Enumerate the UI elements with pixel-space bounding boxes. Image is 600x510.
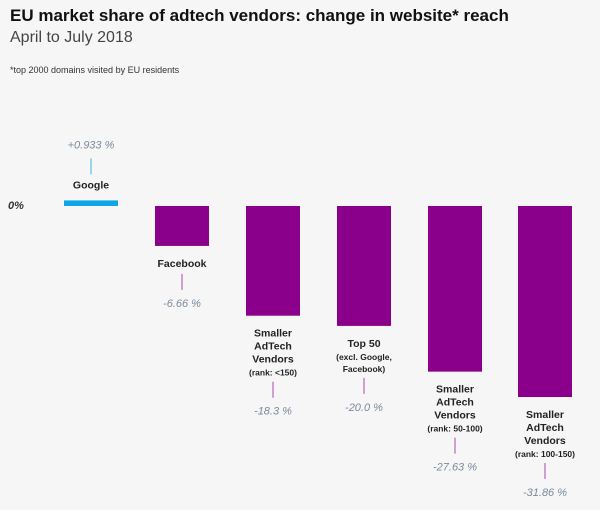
category-label-line: AdTech xyxy=(526,422,564,434)
category-label-line: Top 50 xyxy=(347,338,380,350)
category-label-line: (rank: 100-150) xyxy=(515,449,575,459)
category-label-line: (excl. Google, xyxy=(336,352,392,362)
category-label-line: AdTech xyxy=(436,397,474,409)
bar-2 xyxy=(246,206,300,316)
bar-4 xyxy=(428,206,482,372)
value-label-2: -18.3 % xyxy=(254,406,292,418)
zero-axis-label: 0% xyxy=(8,200,24,212)
category-label-line: Facebook xyxy=(157,258,206,270)
category-label-line: AdTech xyxy=(254,341,292,353)
category-label-line: Vendors xyxy=(434,410,476,422)
category-label-line: (rank: 50-100) xyxy=(427,424,482,434)
bar-5 xyxy=(518,206,572,397)
category-label-line: Facebook) xyxy=(343,364,386,374)
value-label-1: -6.66 % xyxy=(163,298,201,310)
category-label-1: Facebook xyxy=(157,258,206,270)
bar-3 xyxy=(337,206,391,326)
category-label-line: Vendors xyxy=(524,435,566,447)
category-label-line: Smaller xyxy=(254,328,292,340)
bar-1 xyxy=(155,206,209,246)
category-label-line: Smaller xyxy=(436,384,474,396)
value-label-0: +0.933 % xyxy=(68,139,115,151)
chart-title: EU market share of adtech vendors: chang… xyxy=(10,6,509,25)
bars-group: Google+0.933 %Facebook-6.66 %SmallerAdTe… xyxy=(64,139,575,499)
value-label-4: -27.63 % xyxy=(433,462,477,474)
chart-footnote: *top 2000 domains visited by EU resident… xyxy=(10,65,180,75)
category-label-3: Top 50 (excl. Google, Facebook) xyxy=(336,338,392,374)
chart-subtitle: April to July 2018 xyxy=(10,29,133,46)
bar-0 xyxy=(64,200,118,206)
category-label-line: Vendors xyxy=(252,354,294,366)
category-label-line: Smaller xyxy=(526,409,564,421)
category-label-line: (rank: <150) xyxy=(249,368,297,378)
category-label-0: Google xyxy=(73,179,109,191)
value-label-5: -31.86 % xyxy=(523,487,567,499)
value-label-3: -20.0 % xyxy=(345,402,383,414)
